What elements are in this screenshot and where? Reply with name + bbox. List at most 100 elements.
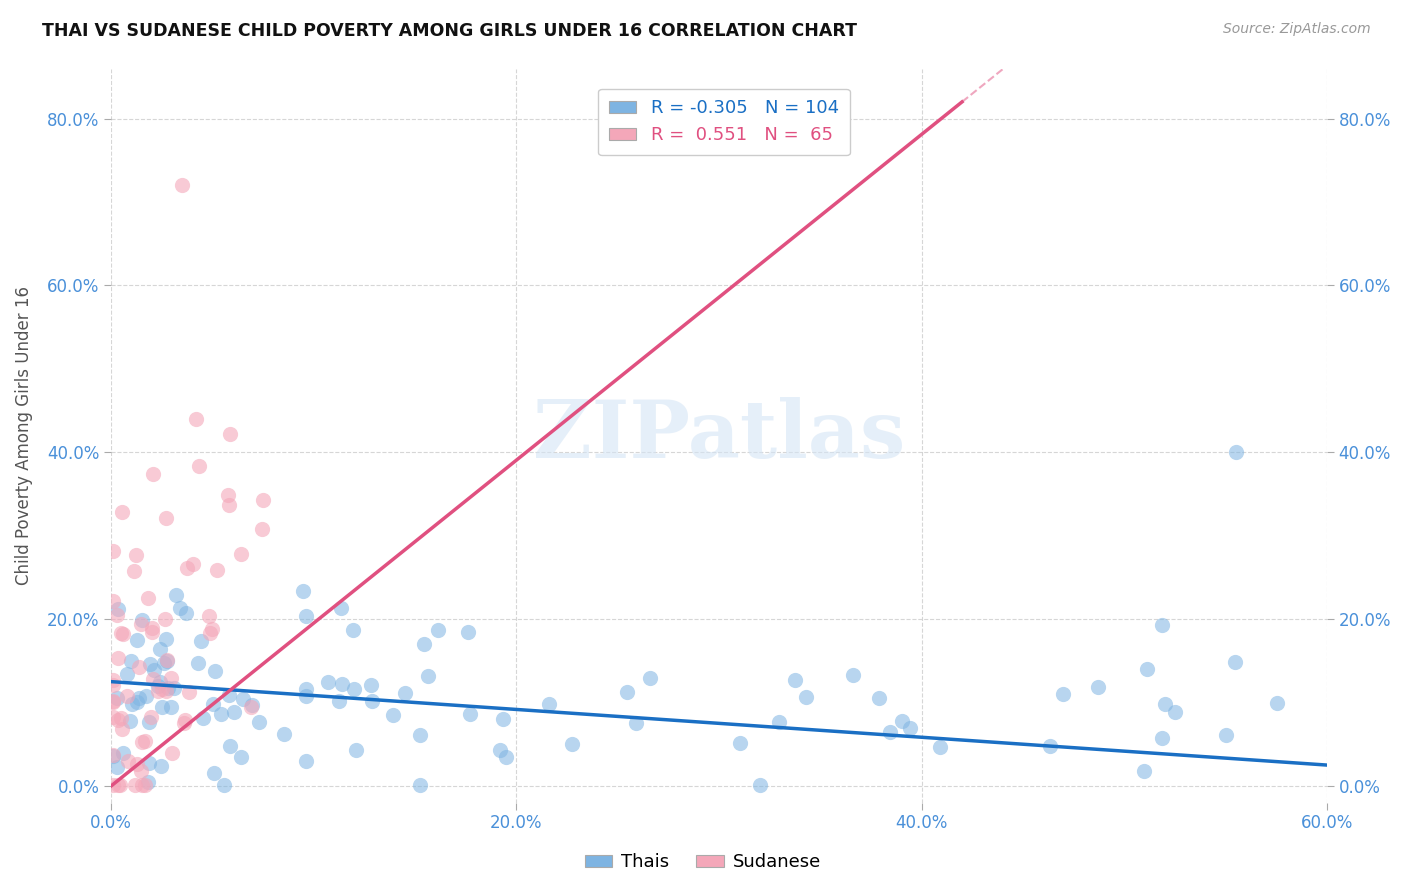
Point (328, 694, 350, 708)
Point (107, 713, 129, 727)
Point (250, 522, 273, 536)
Point (149, 642, 172, 657)
Point (131, 778, 153, 792)
Point (153, 612, 176, 626)
Point (103, 696, 125, 710)
Point (616, 685, 638, 699)
Point (426, 624, 449, 638)
Point (200, 626, 222, 640)
Point (160, 746, 183, 760)
Point (143, 663, 166, 677)
Point (201, 697, 224, 711)
Point (218, 688, 240, 702)
Point (103, 677, 125, 691)
Point (152, 657, 174, 671)
Point (190, 634, 212, 648)
Point (165, 588, 187, 602)
Point (232, 692, 254, 706)
Point (330, 677, 353, 691)
Point (1267, 696, 1289, 710)
Point (141, 621, 163, 635)
Point (219, 427, 242, 442)
Point (127, 756, 149, 771)
Text: ZIPatlas: ZIPatlas (533, 397, 905, 475)
Point (139, 710, 162, 724)
Point (1052, 687, 1074, 701)
Point (128, 691, 150, 706)
Point (149, 675, 172, 690)
Point (103, 748, 125, 763)
Point (890, 714, 912, 728)
Point (177, 685, 200, 699)
Point (138, 714, 160, 729)
Point (1215, 728, 1237, 742)
Point (134, 734, 156, 748)
Point (1154, 697, 1177, 711)
Point (174, 714, 197, 728)
Point (121, 698, 143, 712)
Point (156, 654, 179, 668)
Point (329, 600, 352, 615)
Point (1136, 662, 1159, 676)
Point (1039, 739, 1062, 753)
Point (111, 722, 134, 736)
Point (292, 583, 315, 598)
Point (495, 749, 517, 764)
Point (105, 691, 128, 706)
Point (458, 707, 481, 722)
Point (1150, 618, 1173, 632)
Point (841, 668, 863, 682)
Point (110, 505, 132, 519)
Point (105, 759, 128, 773)
Point (239, 700, 262, 714)
Point (768, 715, 790, 730)
Point (107, 651, 129, 665)
Point (103, 710, 125, 724)
Point (110, 711, 132, 725)
Point (103, 544, 125, 558)
Point (212, 778, 235, 792)
Point (202, 765, 225, 780)
Point (416, 669, 439, 683)
Point (1087, 680, 1109, 694)
Point (124, 778, 146, 792)
Point (394, 686, 416, 700)
Legend: Thais, Sudanese: Thais, Sudanese (578, 847, 828, 879)
Point (173, 716, 195, 731)
Point (141, 624, 163, 639)
Point (127, 695, 149, 709)
Point (381, 708, 404, 723)
Point (342, 623, 364, 637)
Point (295, 608, 318, 623)
Point (125, 633, 148, 648)
Point (209, 707, 232, 722)
Point (413, 637, 436, 651)
Point (105, 608, 128, 623)
Point (142, 467, 165, 481)
Point (240, 698, 263, 712)
Point (128, 660, 150, 674)
Point (869, 691, 891, 706)
Point (122, 565, 145, 579)
Point (492, 712, 515, 726)
Point (174, 606, 197, 620)
Point (409, 728, 432, 742)
Point (538, 698, 561, 712)
Point (131, 735, 153, 749)
Point (730, 736, 752, 750)
Point (247, 715, 270, 730)
Point (187, 458, 209, 473)
Point (794, 690, 817, 705)
Point (150, 700, 173, 714)
Point (488, 743, 510, 757)
Point (155, 683, 177, 698)
Point (222, 705, 245, 719)
Point (457, 624, 479, 639)
Point (150, 682, 173, 697)
Point (181, 557, 204, 571)
Point (138, 756, 160, 771)
Point (150, 759, 173, 773)
Text: Source: ZipAtlas.com: Source: ZipAtlas.com (1223, 22, 1371, 37)
Point (146, 679, 169, 693)
Point (118, 714, 141, 728)
